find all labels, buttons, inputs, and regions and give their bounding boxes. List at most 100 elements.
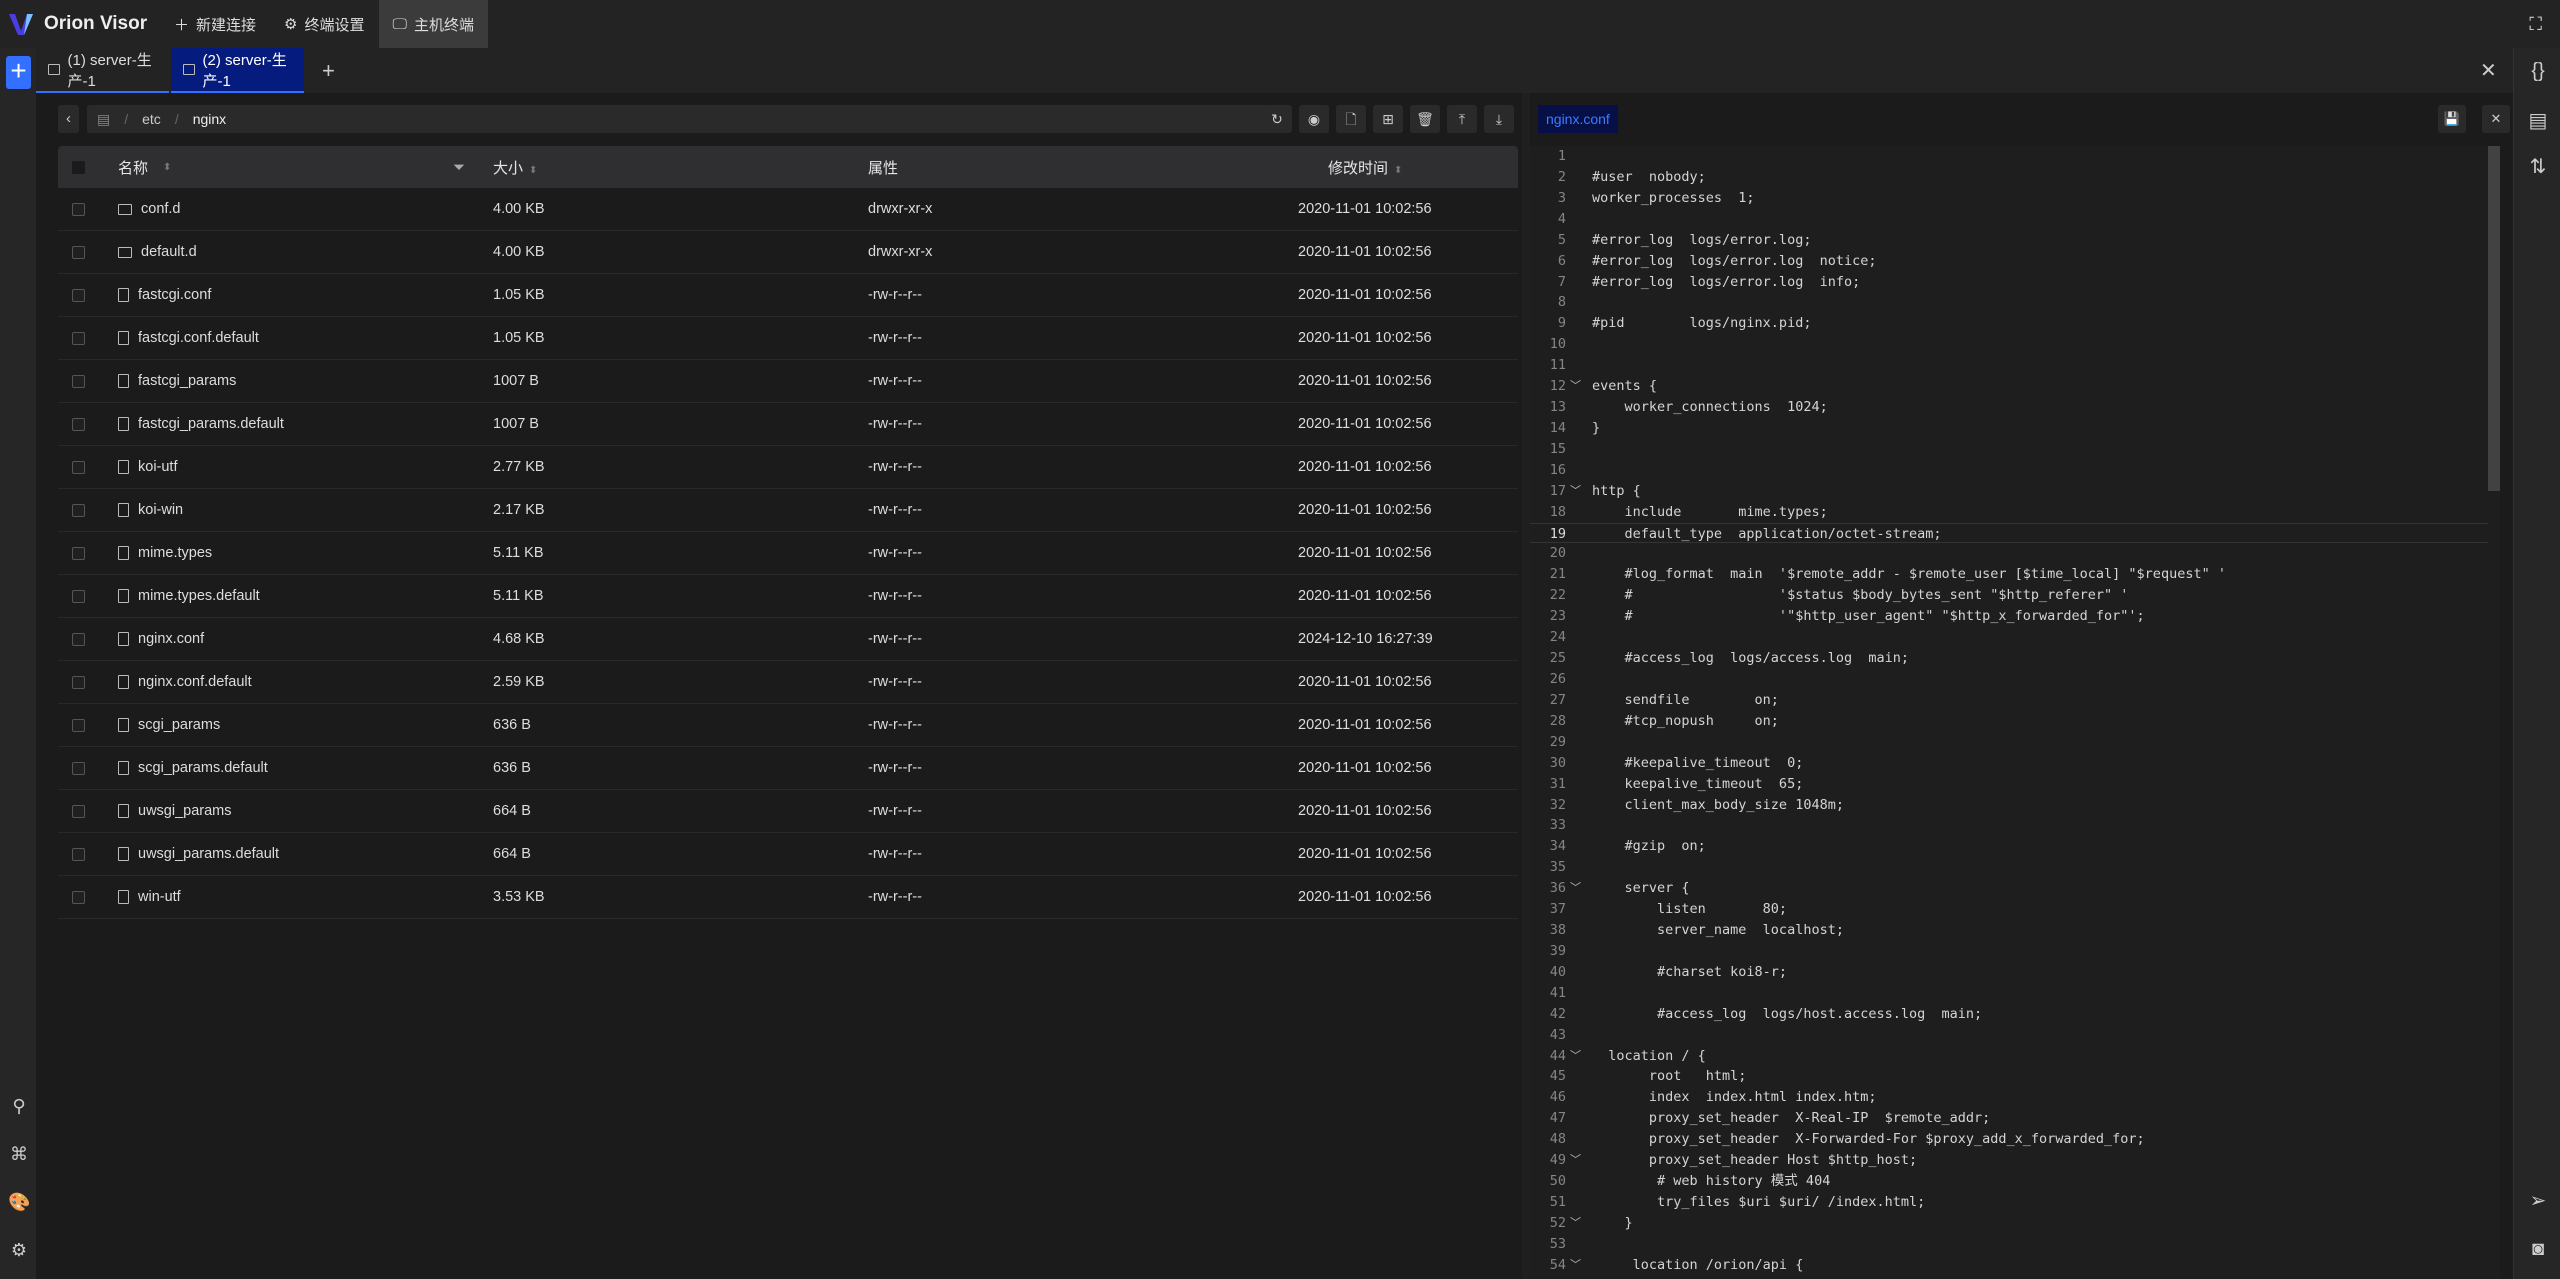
table-row[interactable]: mime.types.default 5.11 KB -rw-r--r-- 20… (58, 575, 1518, 618)
row-checkbox[interactable] (72, 503, 85, 517)
code-line[interactable]: 54 ﹀ location /orion/api { (1530, 1255, 2490, 1276)
row-checkbox[interactable] (72, 288, 85, 302)
fold-chevron-icon[interactable]: ﹀ (1570, 1048, 1581, 1062)
file-name[interactable]: mime.types (138, 545, 213, 561)
code-line[interactable]: 12 ﹀ events { (1530, 376, 2490, 397)
host-terminal-tab[interactable]: 🖵 主机终端 (378, 0, 488, 48)
code-line[interactable]: 23 # '"$http_user_agent" "$http_x_forwar… (1530, 606, 2490, 627)
code-line[interactable]: 26 (1530, 669, 2490, 690)
code-line[interactable]: 16 (1530, 460, 2490, 481)
table-row[interactable]: conf.d 4.00 KB drwxr-xr-x 2020-11-01 10:… (58, 188, 1518, 231)
command-icon[interactable]: ⌘ (10, 1144, 28, 1164)
row-checkbox[interactable] (72, 761, 85, 775)
code-line[interactable]: 11 (1530, 355, 2490, 376)
file-name[interactable]: fastcgi_params (138, 373, 237, 389)
table-row[interactable]: fastcgi.conf.default 1.05 KB -rw-r--r-- … (58, 317, 1518, 360)
code-line[interactable]: 28 #tcp_nopush on; (1530, 711, 2490, 732)
row-checkbox[interactable] (72, 890, 85, 904)
header-mtime[interactable]: 修改时间 ⬍ (1328, 157, 1402, 178)
code-line[interactable]: 24 (1530, 627, 2490, 648)
code-line[interactable]: 51 try_files $uri $uri/ /index.html; (1530, 1192, 2490, 1213)
file-name[interactable]: nginx.conf.default (138, 674, 252, 690)
header-size[interactable]: 大小 ⬍ (493, 157, 537, 178)
code-line[interactable]: 30 #keepalive_timeout 0; (1530, 753, 2490, 774)
file-name[interactable]: koi-win (138, 502, 184, 518)
editor-scrollbar[interactable] (2488, 146, 2500, 1279)
row-checkbox[interactable] (72, 546, 85, 560)
file-name[interactable]: fastcgi_params.default (138, 416, 284, 432)
screenshot-icon[interactable]: ◙ (2531, 1238, 2545, 1260)
code-line[interactable]: 7 #error_log logs/error.log info; (1530, 272, 2490, 293)
settings-icon[interactable]: ⚙ (10, 1240, 28, 1260)
breadcrumb-nginx[interactable]: nginx (192, 111, 227, 127)
file-name[interactable]: win-utf (138, 889, 181, 905)
fullscreen-icon[interactable]: ⛶ (2529, 14, 2542, 34)
table-row[interactable]: koi-win 2.17 KB -rw-r--r-- 2020-11-01 10… (58, 489, 1518, 532)
code-line[interactable]: 43 (1530, 1025, 2490, 1046)
close-icon[interactable]: ✕ (2480, 60, 2497, 82)
select-all-checkbox[interactable] (72, 160, 85, 174)
table-row[interactable]: scgi_params 636 B -rw-r--r-- 2020-11-01 … (58, 704, 1518, 747)
file-name[interactable]: scgi_params (138, 717, 221, 733)
row-checkbox[interactable] (72, 675, 85, 689)
braces-icon[interactable]: {} (2531, 60, 2545, 82)
code-line[interactable]: 45 root html; (1530, 1066, 2490, 1087)
row-checkbox[interactable] (72, 847, 85, 861)
row-checkbox[interactable] (72, 202, 85, 216)
code-line[interactable]: 37 listen 80; (1530, 899, 2490, 920)
code-line[interactable]: 6 #error_log logs/error.log notice; (1530, 251, 2490, 272)
sort-icon[interactable]: ⬍ (529, 164, 538, 176)
scrollbar-thumb[interactable] (2488, 146, 2500, 491)
code-line[interactable]: 34 #gzip on; (1530, 836, 2490, 857)
table-row[interactable]: fastcgi.conf 1.05 KB -rw-r--r-- 2020-11-… (58, 274, 1518, 317)
code-line[interactable]: 50 # web history 模式 404 (1530, 1171, 2490, 1192)
code-line[interactable]: 8 (1530, 292, 2490, 313)
code-line[interactable]: 33 (1530, 815, 2490, 836)
table-row[interactable]: win-utf 3.53 KB -rw-r--r-- 2020-11-01 10… (58, 876, 1518, 919)
code-line[interactable]: 49 ﹀ proxy_set_header Host $http_host; (1530, 1150, 2490, 1171)
code-line[interactable]: 31 keepalive_timeout 65; (1530, 774, 2490, 795)
filter-icon[interactable]: ⏷ (453, 158, 466, 176)
send-icon[interactable]: ➢ (2529, 1190, 2547, 1212)
close-editor-icon[interactable]: ✕ (2482, 105, 2510, 133)
code-line[interactable]: 22 # '$status $body_bytes_sent "$http_re… (1530, 585, 2490, 606)
code-line[interactable]: 15 (1530, 439, 2490, 460)
sort-icon[interactable]: ⬍ (163, 161, 172, 173)
fold-chevron-icon[interactable]: ﹀ (1570, 379, 1581, 393)
code-line[interactable]: 47 proxy_set_header X-Real-IP $remote_ad… (1530, 1108, 2490, 1129)
table-row[interactable]: nginx.conf.default 2.59 KB -rw-r--r-- 20… (58, 661, 1518, 704)
delete-icon[interactable]: 🗑 (1410, 105, 1440, 133)
add-session-button[interactable]: + (6, 56, 31, 89)
code-line[interactable]: 41 (1530, 983, 2490, 1004)
code-line[interactable]: 38 server_name localhost; (1530, 920, 2490, 941)
table-row[interactable]: fastcgi_params.default 1007 B -rw-r--r--… (58, 403, 1518, 446)
refresh-icon[interactable]: ↻ (1262, 105, 1292, 133)
code-line[interactable]: 39 (1530, 941, 2490, 962)
code-line[interactable]: 21 #log_format main '$remote_addr - $rem… (1530, 564, 2490, 585)
new-file-icon[interactable]: 🗋 (1336, 105, 1366, 133)
back-button[interactable]: ‹ (58, 105, 79, 133)
code-line[interactable]: 42 #access_log logs/host.access.log main… (1530, 1004, 2490, 1025)
file-name[interactable]: scgi_params.default (138, 760, 268, 776)
code-line[interactable]: 9 #pid logs/nginx.pid; (1530, 313, 2490, 334)
table-row[interactable]: uwsgi_params.default 664 B -rw-r--r-- 20… (58, 833, 1518, 876)
header-name[interactable]: 名称 ⬍ (118, 157, 171, 178)
table-row[interactable]: mime.types 5.11 KB -rw-r--r-- 2020-11-01… (58, 532, 1518, 575)
code-line[interactable]: 17 ﹀ http { (1530, 481, 2490, 502)
breadcrumb-etc[interactable]: etc (142, 111, 161, 127)
tab-session-2[interactable]: (2) server-生产-1 (171, 48, 304, 93)
table-row[interactable]: default.d 4.00 KB drwxr-xr-x 2020-11-01 … (58, 231, 1518, 274)
table-row[interactable]: fastcgi_params 1007 B -rw-r--r-- 2020-11… (58, 360, 1518, 403)
table-row[interactable]: nginx.conf 4.68 KB -rw-r--r-- 2024-12-10… (58, 618, 1518, 661)
sort-icon[interactable]: ⬍ (1394, 164, 1403, 176)
fold-chevron-icon[interactable]: ﹀ (1570, 483, 1581, 497)
upload-icon[interactable]: ⤒ (1447, 105, 1477, 133)
file-name[interactable]: mime.types.default (138, 588, 260, 604)
row-checkbox[interactable] (72, 417, 85, 431)
terminal-settings-button[interactable]: ⚙ 终端设置 (270, 0, 378, 48)
download-icon[interactable]: ⤓ (1484, 105, 1514, 133)
row-checkbox[interactable] (72, 589, 85, 603)
code-line[interactable]: 36 ﹀ server { (1530, 878, 2490, 899)
panel-splitter[interactable] (1522, 93, 1530, 1279)
row-checkbox[interactable] (72, 718, 85, 732)
